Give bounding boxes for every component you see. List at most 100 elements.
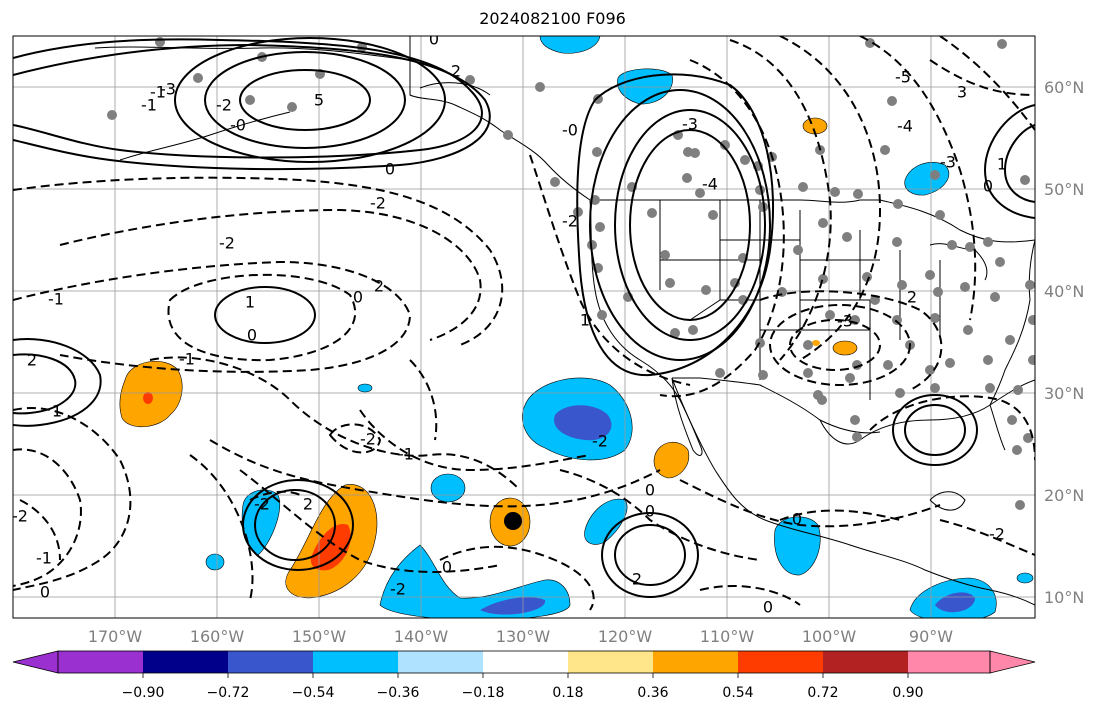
contour-label: -1 <box>398 445 414 464</box>
contour-label: 0 <box>645 481 655 500</box>
anomaly-negative <box>617 68 673 105</box>
lon-label: 130°W <box>496 627 551 646</box>
colorbar-segment <box>313 651 398 673</box>
longitude-labels: 170°W 160°W 150°W 140°W 130°W 120°W 110°… <box>88 627 953 646</box>
colorbar-segment <box>908 651 990 673</box>
colorbar-tick-label: 0.72 <box>807 685 838 701</box>
colorbar-tick-label: 0.18 <box>552 685 583 701</box>
contour-label: -2 <box>390 580 406 599</box>
lat-label: 40°N <box>1044 282 1084 301</box>
contour-label: -4 <box>702 175 718 194</box>
contour-label: 0 <box>763 598 773 617</box>
colorbar-tick-label: −0.90 <box>122 685 165 701</box>
contour-label: 0 <box>385 160 395 179</box>
contour-label: 3 <box>957 83 967 102</box>
contour-label: -3 <box>160 80 176 99</box>
colorbar-tick-label: −0.36 <box>377 685 420 701</box>
colorbar-segment <box>228 651 313 673</box>
map-frame <box>12 35 1036 619</box>
contour-label: 0 <box>429 30 439 49</box>
colorbar-tick-label: −0.54 <box>292 685 335 701</box>
colorbar-segment <box>143 651 228 673</box>
graticule <box>13 36 1035 618</box>
lon-label: 160°W <box>190 627 245 646</box>
contour-label: 1 <box>580 311 590 330</box>
lon-label: 170°W <box>88 627 143 646</box>
contour-label: 2 <box>374 277 384 296</box>
colorbar-segment <box>653 651 738 673</box>
map-title: 2024082100 F096 <box>479 9 626 28</box>
lon-label: 90°W <box>909 627 953 646</box>
contour-label: 2 <box>907 288 917 307</box>
contour-label: 1 <box>52 402 62 421</box>
contour-label: -0 <box>230 116 246 135</box>
contour-label: 0 <box>983 177 993 196</box>
colorbar-segment <box>483 651 568 673</box>
contour-label: -4 <box>897 117 913 136</box>
contour-label: -2 <box>12 507 28 526</box>
contour-label: -3 <box>682 115 698 134</box>
anomaly-negative <box>357 383 373 393</box>
contour-label: -3 <box>940 153 956 172</box>
anomaly-strong-positive <box>143 392 153 404</box>
contour-label: 5 <box>314 91 324 110</box>
anomaly-negative <box>430 473 466 503</box>
anomaly-strong-negative <box>480 597 546 615</box>
lat-label: 30°N <box>1044 384 1084 403</box>
contour-label: -2 <box>370 194 386 213</box>
contour-label: -2 <box>219 234 235 253</box>
contour-label: 1 <box>245 293 255 312</box>
anomaly-negative <box>539 36 601 54</box>
map-panel: 5 -1 -1 -2 -2 -3 -3 -4 0 -0 0 0 1 1 -1 2… <box>12 30 1035 618</box>
contour-label: 0 <box>792 510 802 529</box>
anomaly-strong-negative <box>554 405 612 441</box>
contour-label: -3 <box>837 312 853 331</box>
contour-label: -2 <box>254 495 270 514</box>
lon-label: 100°W <box>802 627 857 646</box>
contour-label: -1 <box>36 549 52 568</box>
colorbar-tick-label: 0.54 <box>722 685 753 701</box>
lon-label: 150°W <box>292 627 347 646</box>
contour-label: 0 <box>247 326 257 345</box>
colorbar-extend-max <box>989 650 1036 674</box>
colorbar-tick-label: −0.72 <box>207 685 250 701</box>
station-dots <box>107 37 1035 510</box>
contour-label: -2 <box>592 432 608 451</box>
contour-label: -5 <box>895 68 911 87</box>
colorbar-tick-label: 0.90 <box>892 685 923 701</box>
lat-label: 10°N <box>1044 588 1084 607</box>
contours-negative <box>13 36 1035 611</box>
contour-label: -1 <box>179 350 195 369</box>
anomaly-negative <box>205 553 225 571</box>
lat-label: 20°N <box>1044 486 1084 505</box>
storm-marker <box>504 512 522 530</box>
contour-label: 2 <box>632 570 642 589</box>
contour-label: 2 <box>303 495 313 514</box>
lat-label: 60°N <box>1044 78 1084 97</box>
lon-label: 120°W <box>598 627 653 646</box>
lat-label: 50°N <box>1044 180 1084 199</box>
contour-label: -0 <box>562 121 578 140</box>
contour-label: -1 <box>48 290 64 309</box>
contour-label: 2 <box>451 62 461 81</box>
contour-label: -1 <box>141 96 157 115</box>
contour-label: -2 <box>989 525 1005 544</box>
colorbar-segment <box>58 651 143 673</box>
colorbar-tick-label: 0.36 <box>637 685 668 701</box>
anomaly-positive <box>832 340 858 356</box>
anomaly-negative <box>904 161 950 196</box>
colorbar-segment <box>398 651 483 673</box>
colorbar-segment <box>738 651 823 673</box>
contour-label: -2 <box>562 212 578 231</box>
colorbar-extend-min <box>12 650 59 674</box>
contour-labels: 5 -1 -1 -2 -2 -3 -3 -4 0 -0 0 0 1 1 -1 2… <box>12 30 1007 617</box>
contour-label: 0 <box>442 558 452 577</box>
contour-label: 2 <box>27 351 37 370</box>
contour-label: 0 <box>645 502 655 521</box>
colorbar: −0.90 −0.72 −0.54 −0.36 −0.18 0.18 0.36 … <box>12 650 1036 701</box>
latitude-labels: 60°N 50°N 40°N 30°N 20°N 10°N <box>1044 78 1084 607</box>
anomaly-negative <box>1016 572 1034 584</box>
contour-label: 0 <box>40 583 50 602</box>
contour-label: -2 <box>360 430 376 449</box>
